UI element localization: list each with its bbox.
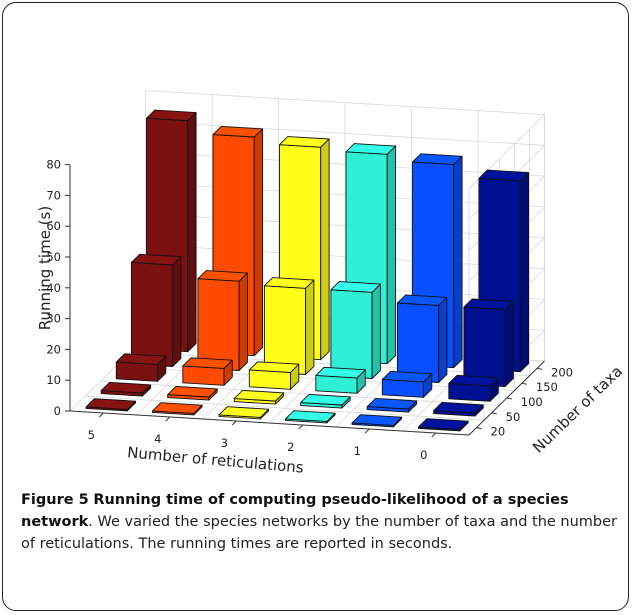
bar-side-face bbox=[371, 283, 381, 379]
bar-side-face bbox=[386, 145, 397, 365]
bar-side-face bbox=[187, 112, 197, 353]
bar-side-face bbox=[519, 172, 530, 373]
bar-top-face bbox=[248, 361, 300, 373]
bar-front-face bbox=[115, 361, 158, 382]
y-tick bbox=[521, 382, 528, 385]
bar-top-face bbox=[130, 253, 182, 266]
y-tick-label: 20 bbox=[491, 425, 506, 439]
z-tick-label: 80 bbox=[46, 158, 61, 172]
bar-top-face bbox=[366, 397, 418, 410]
bar-front-face bbox=[197, 278, 240, 371]
bar-top-face bbox=[330, 281, 381, 293]
gridline-floor-v bbox=[115, 366, 515, 391]
y-tick bbox=[491, 412, 497, 415]
z-tick-label: 10 bbox=[46, 373, 61, 387]
x-tick bbox=[298, 424, 304, 430]
y-axis-label: Number of taxa bbox=[529, 362, 626, 457]
bar-top-face bbox=[351, 414, 403, 426]
gridline-floor-v bbox=[130, 351, 530, 377]
bar-front-face bbox=[448, 382, 491, 402]
bar-top-face bbox=[448, 374, 499, 387]
x-tick-label: 2 bbox=[287, 440, 294, 454]
caption-figure-label: Figure 5 bbox=[21, 492, 89, 508]
z-tick-label: 60 bbox=[46, 219, 61, 233]
gridline-floor-v bbox=[85, 395, 485, 421]
bar-top-face bbox=[300, 393, 351, 406]
bar-top-face bbox=[85, 398, 137, 410]
bar-top-face bbox=[279, 136, 330, 148]
bar-top-face bbox=[146, 109, 197, 122]
y-tick-label: 200 bbox=[551, 365, 573, 379]
bar-front-face bbox=[248, 369, 291, 390]
z-tick-label: 20 bbox=[46, 342, 61, 356]
bar-top-face bbox=[182, 357, 233, 369]
caption-body: . We varied the species networks by the … bbox=[21, 514, 618, 552]
z-tick-label: 30 bbox=[46, 312, 61, 326]
y-tick-label: 150 bbox=[536, 380, 558, 394]
bar-front-face bbox=[463, 306, 506, 387]
y-tick bbox=[506, 397, 512, 400]
z-tick-label: 40 bbox=[46, 281, 61, 295]
x-tick bbox=[431, 432, 437, 438]
bar-side-face bbox=[238, 272, 248, 371]
caption-title: Running time of computing pseudo-likelih… bbox=[21, 492, 569, 530]
bar-side-face bbox=[253, 128, 264, 357]
bar-side-face bbox=[305, 279, 315, 375]
bar-front-face bbox=[130, 261, 174, 367]
bar-front-face bbox=[396, 302, 440, 383]
bar-top-face bbox=[115, 353, 167, 365]
bar-top-face bbox=[396, 294, 448, 306]
bar-top-face bbox=[152, 402, 203, 414]
bar-top-face bbox=[381, 370, 433, 383]
bar-side-face bbox=[320, 138, 330, 361]
bar-top-face bbox=[345, 143, 397, 155]
bar-front-face bbox=[182, 365, 225, 386]
x-tick bbox=[165, 416, 171, 422]
gridline-floor-v bbox=[100, 381, 500, 406]
bar-top-face bbox=[463, 298, 514, 310]
x-tick bbox=[364, 428, 370, 434]
figure-caption: Figure 5 Running time of computing pseud… bbox=[21, 489, 617, 555]
bar-top-face bbox=[478, 169, 530, 182]
bar-top-face bbox=[418, 418, 469, 430]
x-tick bbox=[98, 412, 104, 418]
z-axis-label: Running time (s) bbox=[36, 206, 54, 330]
bar-top-face bbox=[412, 153, 463, 165]
x-tick-label: 5 bbox=[88, 428, 95, 442]
bar-front-face bbox=[330, 289, 373, 379]
bar-top-face bbox=[433, 401, 484, 414]
z-tick-label: 70 bbox=[46, 188, 61, 202]
z-tick-label: 0 bbox=[54, 404, 61, 418]
x-tick-label: 0 bbox=[420, 448, 427, 462]
x-axis-line bbox=[69, 410, 470, 436]
bar-top-face bbox=[212, 125, 264, 138]
y-tick-label: 50 bbox=[506, 410, 521, 424]
bar-side-face bbox=[172, 256, 182, 367]
bar-front-face bbox=[381, 378, 424, 398]
bar-top-face bbox=[315, 366, 366, 379]
bar-top-face bbox=[285, 410, 336, 422]
bar-top-face bbox=[218, 406, 270, 418]
bar-front-face bbox=[263, 285, 307, 375]
bar-side-face bbox=[504, 300, 514, 387]
y-tick bbox=[476, 427, 482, 430]
bar-side-face bbox=[453, 155, 463, 369]
bar-top-face bbox=[167, 385, 218, 398]
y-tick bbox=[536, 367, 543, 370]
x-tick-label: 3 bbox=[221, 436, 228, 450]
z-tick-label: 50 bbox=[46, 250, 61, 264]
bar-top-face bbox=[197, 270, 248, 282]
x-axis-label: Number of reticulations bbox=[126, 443, 304, 476]
bar-side-face bbox=[438, 296, 448, 383]
x-tick-label: 1 bbox=[354, 444, 361, 458]
y-tick-label: 100 bbox=[521, 395, 543, 409]
x-tick-label: 4 bbox=[154, 432, 161, 446]
bar-front-face bbox=[315, 374, 358, 394]
x-tick bbox=[231, 420, 237, 426]
bar-top-face bbox=[263, 277, 315, 289]
bar-top-face bbox=[233, 389, 285, 402]
bar-top-face bbox=[100, 381, 152, 394]
